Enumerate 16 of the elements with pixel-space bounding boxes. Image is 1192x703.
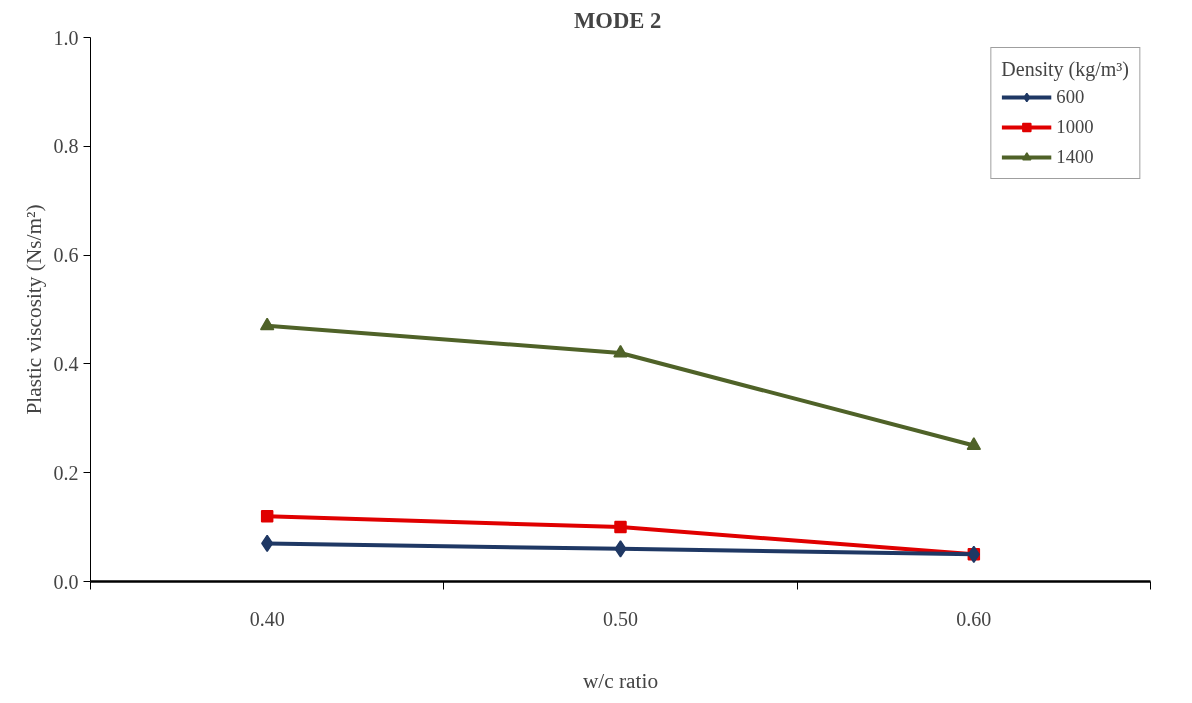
chart-title: MODE 2 — [573, 7, 662, 33]
y-tick-label: 0.8 — [53, 135, 79, 158]
x-tick-label: 0.60 — [956, 607, 992, 630]
x-tick-label: 0.40 — [249, 607, 285, 630]
x-tick-label: 0.50 — [603, 607, 638, 630]
legend-label: 600 — [1056, 86, 1085, 108]
y-tick-label: 0.4 — [53, 352, 79, 375]
y-tick-label: 0.6 — [53, 244, 79, 267]
y-tick-label: 0.0 — [53, 570, 79, 593]
y-axis-title: Plastic viscosity (Ns/m²) — [21, 204, 46, 415]
legend-label: 1000 — [1056, 116, 1094, 138]
legend-label: 1400 — [1056, 146, 1094, 168]
legend-title: Density (kg/m³) — [1001, 58, 1129, 81]
y-tick-label: 1.0 — [53, 26, 79, 49]
x-axis-title: w/c ratio — [582, 668, 659, 693]
y-tick-label: 0.2 — [53, 461, 79, 484]
